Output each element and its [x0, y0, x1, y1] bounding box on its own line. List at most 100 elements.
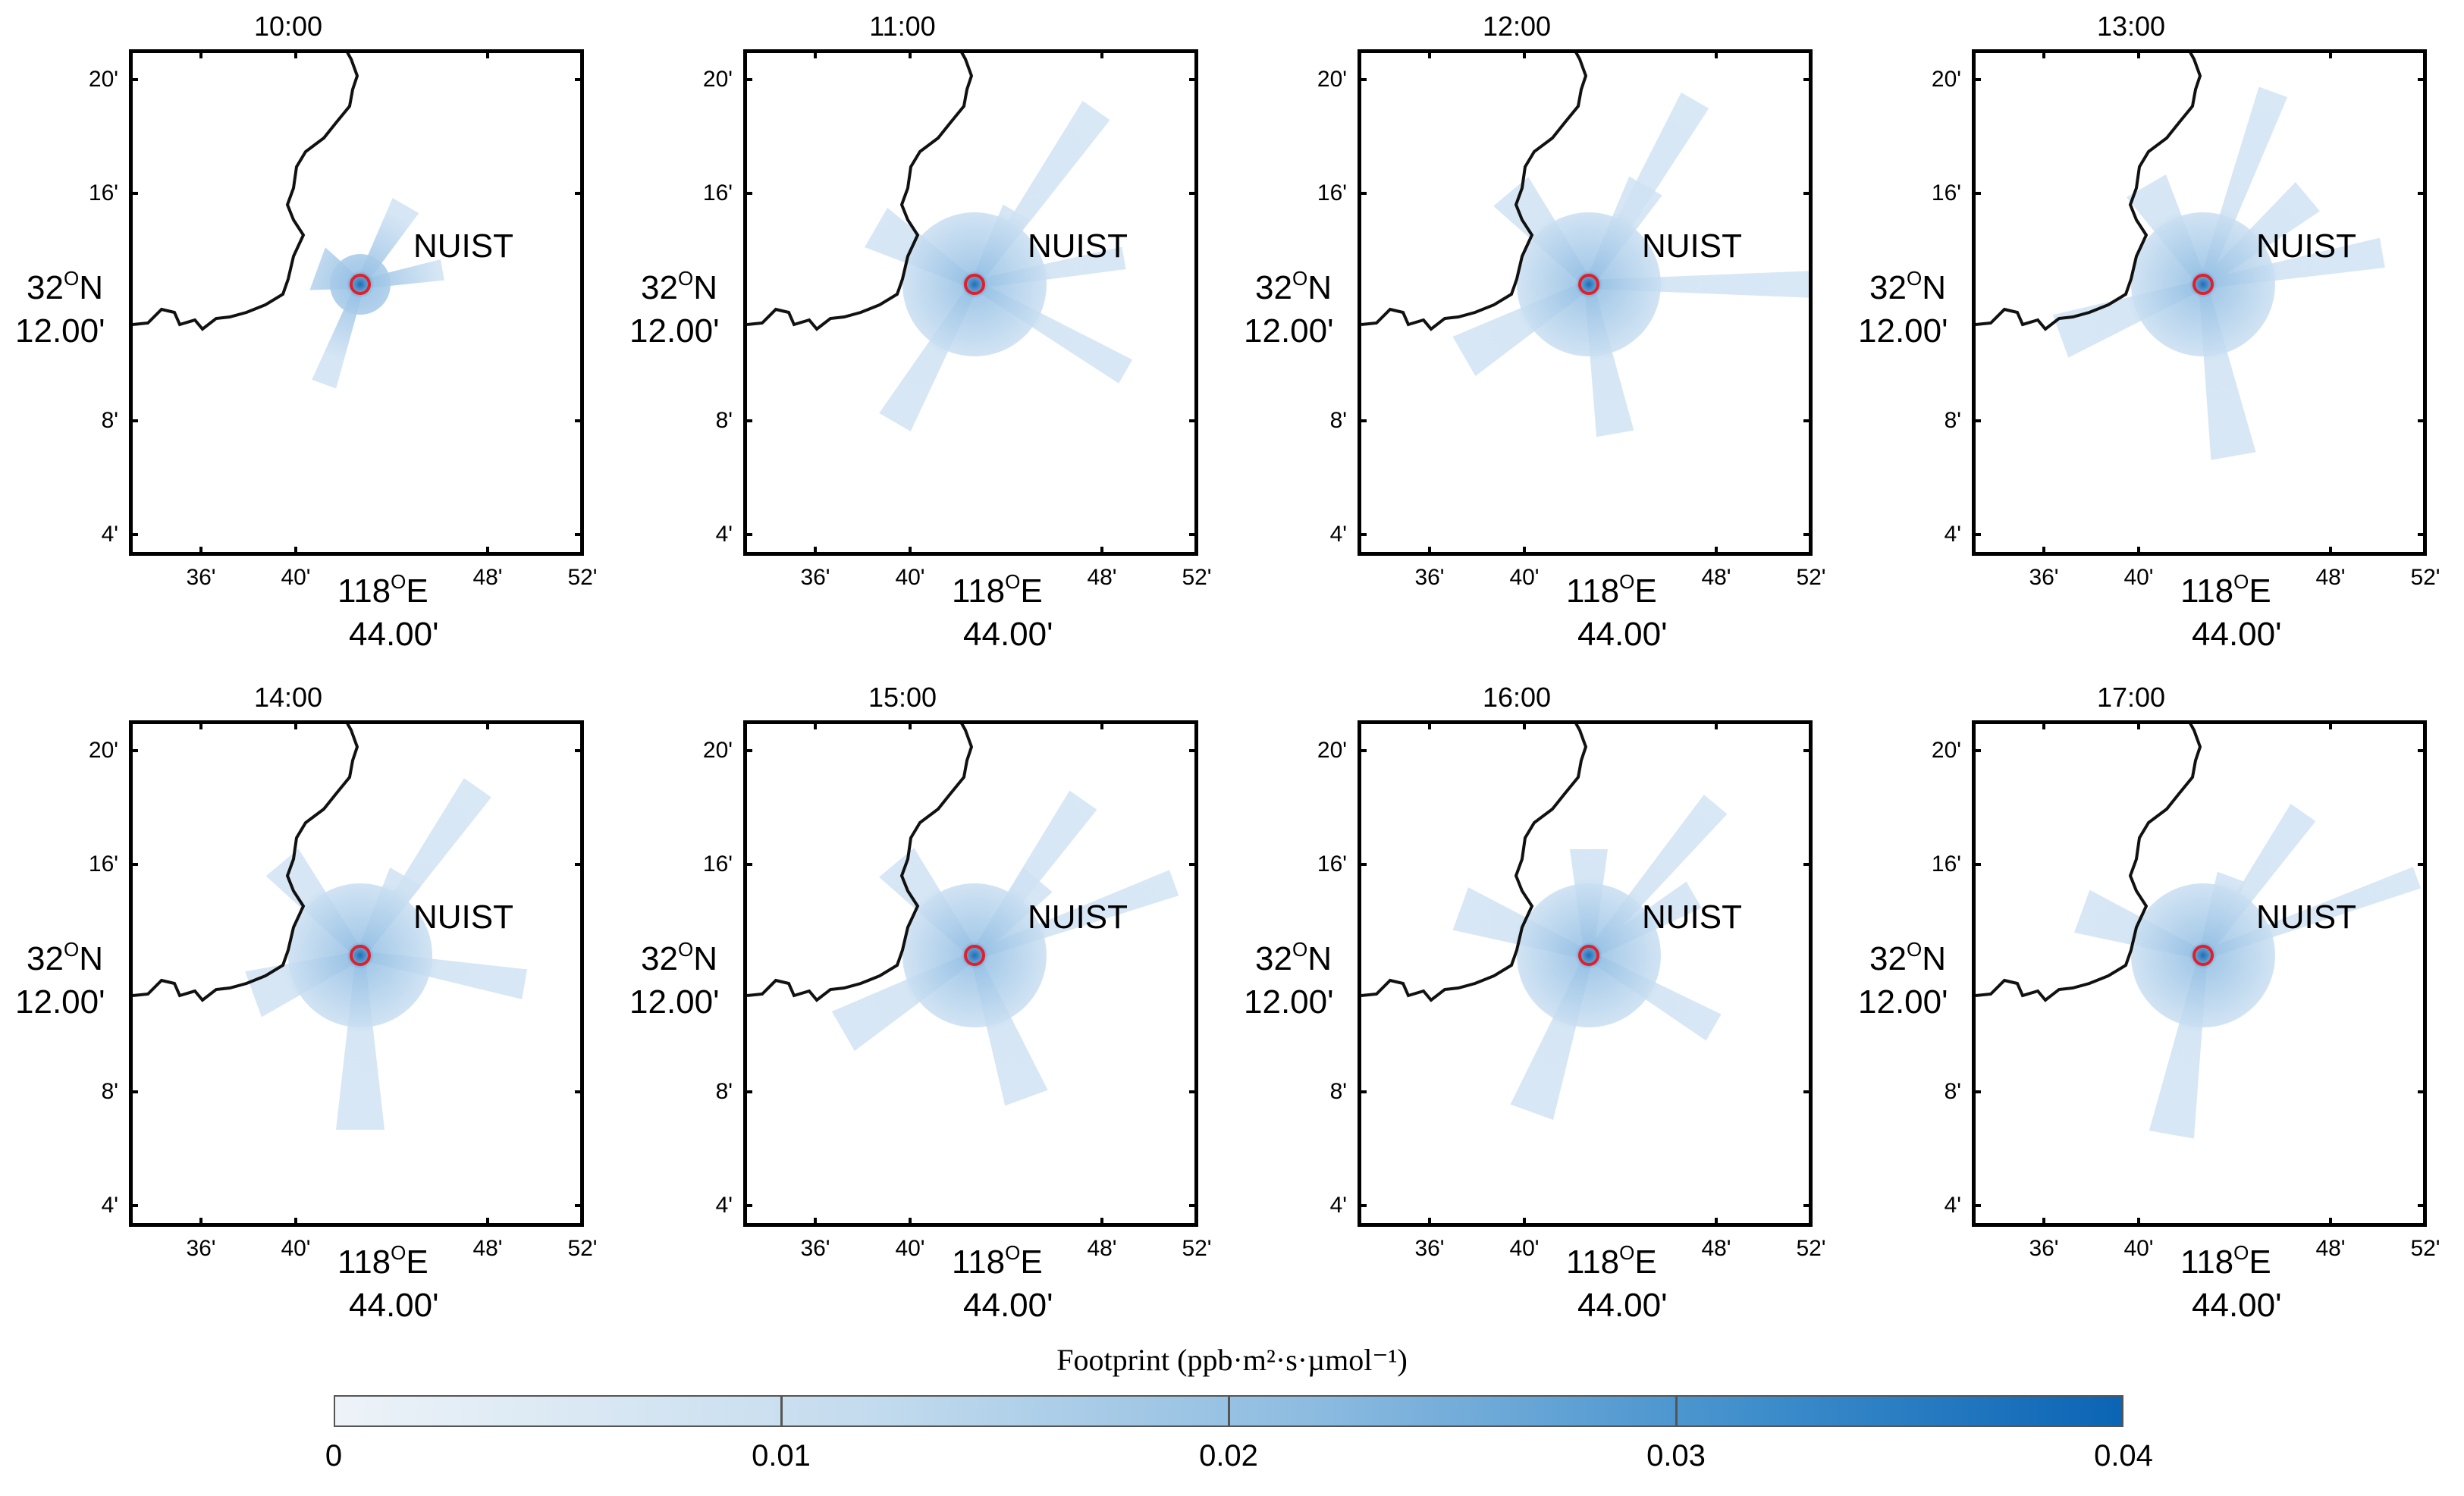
- lon-tick-mark: [2137, 49, 2140, 58]
- footprint-plume: [2199, 871, 2246, 958]
- lon-tick-mark: [1428, 1218, 1431, 1227]
- lat-tick-mark: [1358, 419, 1367, 422]
- lon-tick-label: 52': [1796, 1236, 1826, 1261]
- lon-deg-value: 118: [952, 1244, 1006, 1281]
- footprint-plume: [356, 867, 422, 958]
- lat-tick-mark: [129, 192, 138, 195]
- lon-tick-mark: [1523, 49, 1526, 58]
- lon-tick-label: 52': [1182, 565, 1212, 590]
- footprint-plume: [2073, 889, 2205, 960]
- footprint-map: [747, 724, 1179, 1106]
- lat-tick-label: 4': [101, 522, 118, 547]
- footprint-plume: [971, 867, 1053, 958]
- lat-center-degrees: 32ON: [1869, 938, 1946, 978]
- footprint-plume: [1452, 280, 1591, 376]
- lat-tick-mark: [575, 1204, 584, 1207]
- lon-tick-mark: [199, 547, 202, 556]
- lat-tick-mark: [743, 1090, 752, 1093]
- lon-center-minutes: 44.00': [2192, 1287, 2282, 1324]
- lon-tick-label: 36': [186, 1236, 216, 1261]
- footprint-plume: [1570, 849, 1608, 955]
- lon-center-degrees: 118OE: [952, 570, 1043, 610]
- lon-tick-mark: [1810, 720, 1813, 729]
- lon-tick-label: 48': [2315, 565, 2346, 590]
- lon-tick-label: 40': [895, 565, 925, 590]
- lat-tick-label: 4': [1329, 522, 1347, 547]
- lon-tick-mark: [2137, 720, 2140, 729]
- footprint-map: [1361, 724, 1728, 1120]
- lon-tick-mark: [486, 49, 489, 58]
- lon-tick-mark: [2329, 1218, 2332, 1227]
- lon-tick-label: 40': [1509, 1236, 1540, 1261]
- lon-tick-mark: [1715, 547, 1718, 556]
- lat-deg-symbol: O: [63, 267, 80, 290]
- lon-deg-value: 118: [2180, 572, 2234, 610]
- lon-center-degrees: 118OE: [2180, 570, 2271, 610]
- station-label: NUIST: [2256, 899, 2356, 936]
- footprint-map: [1976, 53, 2385, 460]
- lat-tick-label: 20': [1317, 67, 1347, 92]
- lon-tick-mark: [1428, 547, 1431, 556]
- lon-center-minutes: 44.00': [2192, 616, 2282, 653]
- lat-tick-mark: [575, 863, 584, 866]
- lat-tick-mark: [743, 419, 752, 422]
- lon-tick-mark: [581, 49, 584, 58]
- lat-tick-mark: [1803, 1204, 1813, 1207]
- lat-tick-label: 16': [88, 851, 118, 877]
- lon-tick-mark: [2424, 49, 2427, 58]
- lat-hemisphere: N: [1307, 940, 1332, 977]
- lon-tick-mark: [1523, 547, 1526, 556]
- lat-tick-label: 16': [1317, 851, 1347, 877]
- lon-center-minutes: 44.00': [963, 1287, 1053, 1324]
- lon-tick-label: 36': [186, 565, 216, 590]
- lat-tick-label: 20': [702, 67, 733, 92]
- footprint-plume: [2200, 182, 2320, 288]
- lon-tick-mark: [1100, 720, 1103, 729]
- lon-tick-mark: [1428, 49, 1431, 58]
- lon-deg-symbol: O: [1619, 570, 1635, 593]
- map-frame: [1972, 49, 2427, 556]
- lon-tick-mark: [1810, 1218, 1813, 1227]
- panel-time-title: 16:00: [1482, 682, 1552, 713]
- footprint-plume: [1452, 887, 1591, 960]
- map-panel: 13:00 20' 16' 8' 4' 36' 40' 48' 52' 32ON 12.00' 118…: [1843, 0, 2440, 667]
- lat-center-minutes: 12.00': [1244, 983, 1334, 1021]
- lon-tick-mark: [1195, 720, 1198, 729]
- colorbar-tick-label: 0: [325, 1439, 343, 1472]
- lat-tick-mark: [1189, 419, 1198, 422]
- lat-tick-mark: [575, 419, 584, 422]
- station-label: NUIST: [2256, 227, 2356, 265]
- lon-center-degrees: 118OE: [1566, 1241, 1657, 1281]
- lon-tick-label: 48': [1701, 565, 1731, 590]
- station-marker: [350, 274, 371, 295]
- coastline: [1361, 724, 1588, 1002]
- footprint-map: [747, 53, 1133, 431]
- lat-tick-mark: [1358, 863, 1367, 866]
- lon-tick-mark: [2424, 720, 2427, 729]
- lon-tick-mark: [1195, 547, 1198, 556]
- map-panel: 14:00 20' 16' 8' 4' 36' 40' 48' 52' 32ON 12.00' 118…: [0, 671, 598, 1338]
- footprint-plume: [879, 282, 979, 431]
- panel-time-title: 17:00: [2096, 682, 2166, 713]
- footprint-plume: [1584, 176, 1662, 287]
- lon-tick-label: 52': [567, 565, 598, 590]
- lat-tick-mark: [1358, 78, 1367, 81]
- lon-tick-label: 48': [1087, 1236, 1117, 1261]
- lon-tick-mark: [909, 49, 912, 58]
- lon-deg-value: 118: [1566, 572, 1620, 610]
- footprint-plume: [309, 247, 363, 290]
- lon-tick-mark: [581, 720, 584, 729]
- panel-time-title: 15:00: [868, 682, 937, 713]
- lat-tick-label: 16': [88, 180, 118, 205]
- lon-tick-mark: [814, 547, 817, 556]
- lon-tick-mark: [199, 1218, 202, 1227]
- lon-tick-mark: [814, 49, 817, 58]
- lat-tick-mark: [1972, 863, 1981, 866]
- lon-tick-mark: [2329, 49, 2332, 58]
- station-marker: [1578, 945, 1599, 966]
- colorbar-tick-mark: [780, 1395, 783, 1427]
- lat-deg-value: 32: [641, 940, 678, 977]
- lon-deg-value: 118: [2180, 1244, 2234, 1281]
- lon-tick-label: 40': [2123, 1236, 2154, 1261]
- lon-tick-mark: [294, 547, 297, 556]
